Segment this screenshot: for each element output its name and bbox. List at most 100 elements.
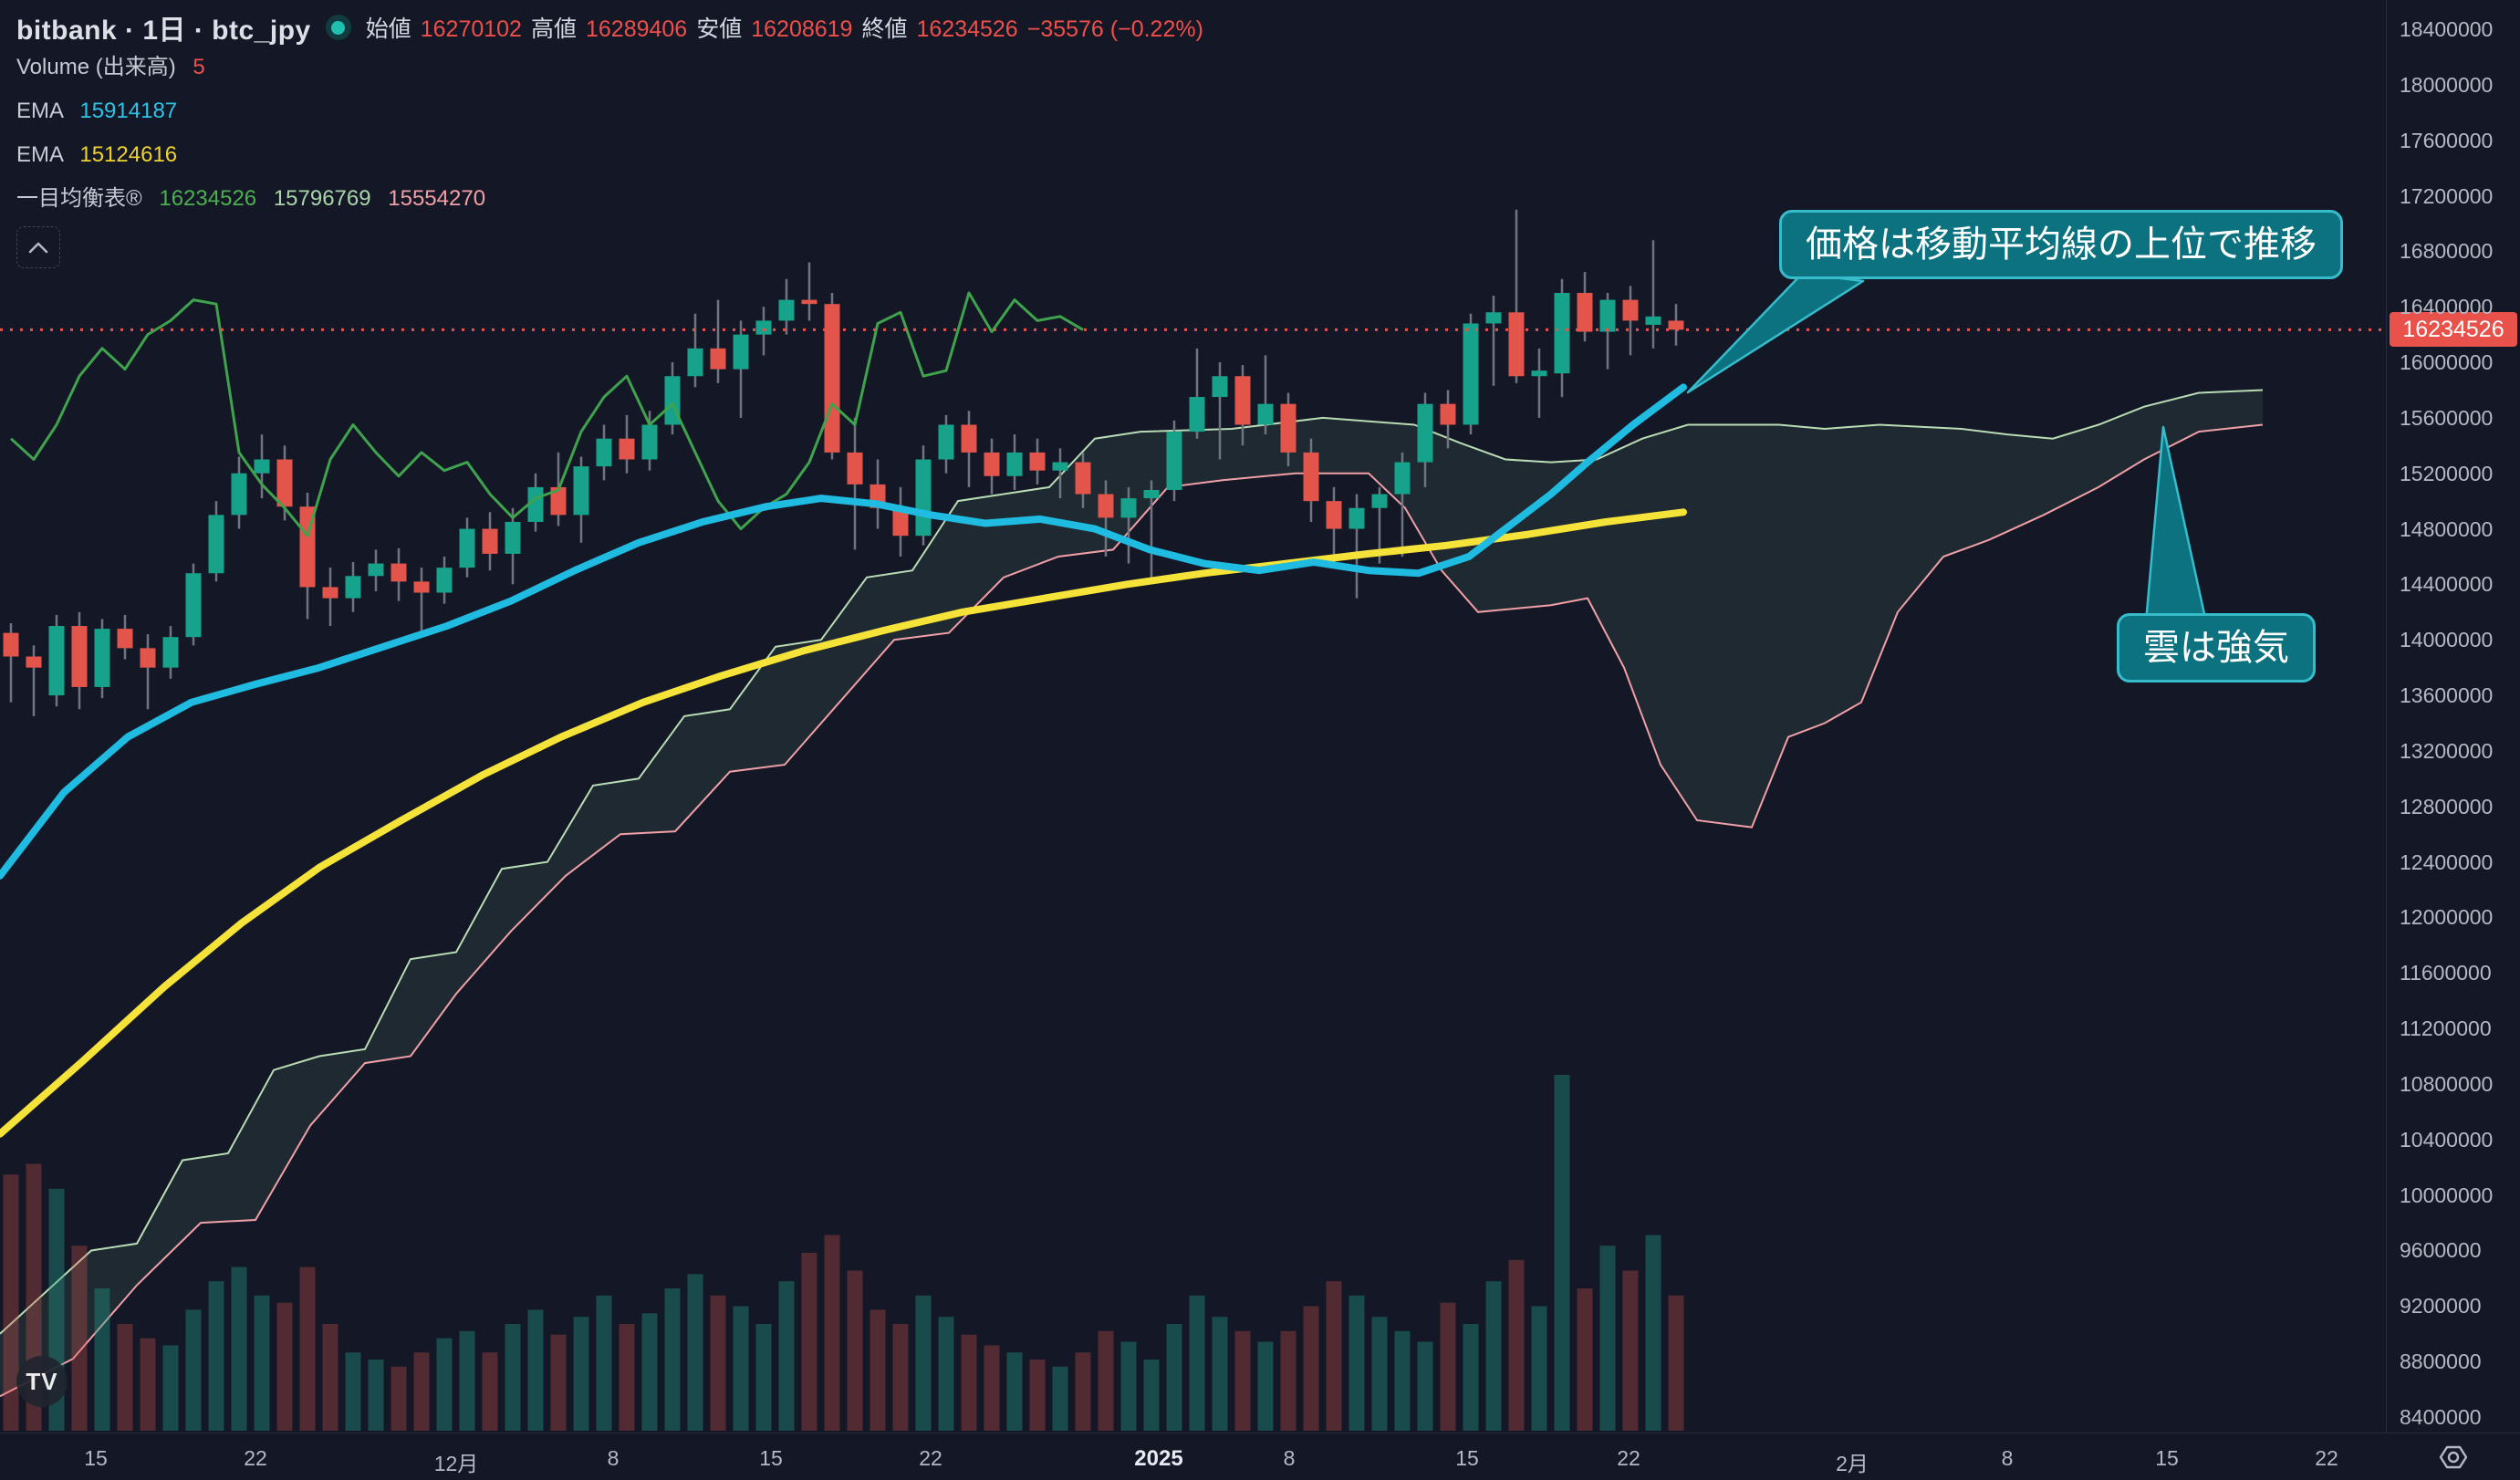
volume-bar <box>870 1309 886 1431</box>
candle-up <box>755 320 772 335</box>
candle-up <box>48 626 65 696</box>
chart-plot-area[interactable] <box>0 0 2386 1433</box>
candle-up <box>1371 494 1388 508</box>
candle-down <box>1029 452 1046 471</box>
volume-bar <box>1485 1281 1502 1431</box>
candle-up <box>1006 452 1023 476</box>
annotation-price-above-ma[interactable]: 価格は移動平均線の上位で推移 <box>1779 210 2343 279</box>
change-value: −35576 (−0.22%) <box>1026 16 1203 42</box>
volume-bar <box>254 1295 270 1431</box>
candle-up <box>1599 299 1616 332</box>
price-axis-label: 17600000 <box>2400 129 2494 152</box>
candle-up <box>687 348 703 377</box>
volume-bar <box>505 1324 521 1431</box>
candle-down <box>71 626 88 687</box>
time-axis-label: 15 <box>2155 1446 2179 1470</box>
volume-label: Volume (出来高) <box>16 55 176 79</box>
volume-bar <box>619 1324 635 1431</box>
ichimoku-value-1: 16234526 <box>159 186 257 211</box>
ema-slow-line <box>0 508 1687 1138</box>
price-axis-label: 14000000 <box>2400 628 2494 651</box>
legend-ema-slow[interactable]: EMA 15124616 <box>16 133 485 177</box>
high-label: 高値 <box>530 16 577 42</box>
price-axis[interactable]: 16234526 18400000 18000000 17600000 1720000… <box>2386 0 2520 1433</box>
price-axis-label: 18000000 <box>2400 73 2494 97</box>
volume-bar <box>778 1281 795 1431</box>
candle-down <box>413 581 430 593</box>
candle-down <box>1622 299 1639 321</box>
price-axis-label: 15200000 <box>2400 462 2494 485</box>
candle-down <box>1234 376 1251 425</box>
volume-bar <box>1440 1302 1456 1431</box>
legend-ichimoku[interactable]: 一目均衡表® 16234526 15796769 15554270 <box>16 177 485 221</box>
volume-bar <box>710 1295 726 1431</box>
volume-bar <box>345 1352 361 1431</box>
candle-up <box>185 573 202 638</box>
price-axis-label: 14400000 <box>2400 572 2494 596</box>
volume-bar <box>208 1281 224 1431</box>
lagging-span-line <box>9 291 1084 537</box>
volume-bar <box>231 1266 247 1431</box>
volume-bar <box>140 1338 156 1431</box>
volume-bar <box>368 1360 384 1431</box>
price-axis-label: 16800000 <box>2400 239 2494 263</box>
time-axis[interactable]: 15 22 12月 8 15 22 2025 8 15 22 2月 8 15 22 <box>0 1433 2520 1480</box>
candle-up <box>208 515 224 574</box>
price-axis-label: 13200000 <box>2400 739 2494 763</box>
candle-up <box>436 568 453 593</box>
price-axis-label: 14800000 <box>2400 517 2494 541</box>
candle-up <box>1485 312 1502 324</box>
annotation-tail-bullish-cloud <box>2144 425 2208 624</box>
volume-bar <box>299 1266 316 1431</box>
volume-bar <box>1166 1324 1182 1431</box>
candle-down <box>322 587 338 599</box>
volume-bar <box>1029 1360 1046 1431</box>
ema-slow-label: EMA <box>16 142 63 167</box>
last-price-tag: 16234526 <box>2390 312 2517 347</box>
candle-up <box>573 466 589 516</box>
time-axis-label: 2月 <box>1836 1452 1869 1475</box>
candle-up <box>641 424 658 460</box>
candle-up <box>459 528 475 568</box>
price-axis-label: 17200000 <box>2400 184 2494 208</box>
legend-ema-fast[interactable]: EMA 15914187 <box>16 89 485 133</box>
high-value: 16289406 <box>585 16 688 42</box>
candle-down <box>550 486 567 516</box>
volume-bar <box>1143 1360 1160 1431</box>
collapse-legend-button[interactable] <box>16 226 60 268</box>
volume-bar <box>938 1317 954 1431</box>
candle-up <box>1143 489 1160 499</box>
legend-volume[interactable]: Volume (出来高) 5 <box>16 46 485 89</box>
price-axis-label: 10000000 <box>2400 1183 2494 1207</box>
candle-down <box>984 452 1000 476</box>
gear-icon[interactable] <box>2438 1442 2469 1473</box>
candle-up <box>1120 498 1137 518</box>
volume-bar <box>527 1309 544 1431</box>
symbol-title[interactable]: bitbank · 1日 · btc_jpy <box>16 16 311 46</box>
low-value: 16208619 <box>751 16 853 42</box>
candle-down <box>1075 462 1091 495</box>
volume-bar <box>1554 1075 1570 1431</box>
volume-bar <box>3 1174 19 1431</box>
chevron-up-icon <box>28 242 48 254</box>
volume-bar <box>71 1245 88 1431</box>
price-axis-label: 11600000 <box>2400 961 2492 985</box>
price-axis-label: 9600000 <box>2400 1238 2482 1262</box>
volume-bar <box>1622 1270 1639 1431</box>
volume-bar <box>1645 1235 1661 1431</box>
market-status-icon[interactable] <box>325 15 351 40</box>
time-axis-label: 8 <box>1283 1446 1296 1470</box>
volume-bar <box>1257 1341 1274 1431</box>
volume-bar <box>1234 1330 1251 1431</box>
tradingview-logo[interactable]: TV <box>16 1356 68 1407</box>
price-axis-label: 8400000 <box>2400 1405 2482 1429</box>
annotation-bullish-cloud[interactable]: 雲は強気 <box>2117 613 2316 683</box>
indicator-legend: Volume (出来高) 5 EMA 15914187 EMA 15124616… <box>16 46 485 221</box>
volume-bar <box>1189 1295 1205 1431</box>
candle-down <box>117 629 133 649</box>
axis-settings-corner[interactable] <box>2387 1433 2520 1480</box>
candle-up <box>1463 323 1479 425</box>
price-axis-label: 10800000 <box>2400 1072 2494 1096</box>
time-axis-label: 15 <box>84 1446 108 1470</box>
candle-down <box>1280 403 1296 453</box>
